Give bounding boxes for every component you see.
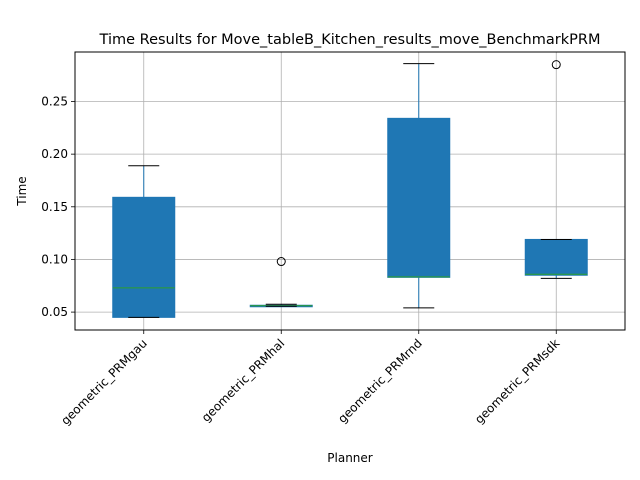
iqr-box [387,117,451,278]
box-geometric_PRMsdk [524,60,588,279]
chart-title: Time Results for Move_tableB_Kitchen_res… [99,32,601,48]
y-axis: 0.05 0.10 0.15 0.20 0.25 [41,94,75,319]
iqr-box [524,238,588,276]
x-tick-label: geometric_PRMsdk [472,336,562,426]
x-axis-label: Planner [327,451,373,465]
x-tick-label: geometric_PRMrnd [335,336,425,426]
box-series [112,60,588,318]
y-tick-label: 0.10 [41,252,68,266]
iqr-box [112,196,176,318]
box-geometric_PRMhal [249,257,313,308]
box-geometric_PRMgau [112,165,176,318]
y-tick-label: 0.05 [41,305,68,319]
y-tick-label: 0.15 [41,200,68,214]
x-tick-label: geometric_PRMgau [58,336,150,428]
x-tick-label: geometric_PRMhal [199,336,288,425]
x-axis: geometric_PRMgau geometric_PRMhal geometri… [58,330,562,428]
y-axis-label: Time [15,176,29,206]
outlier-point [551,60,561,70]
box-geometric_PRMrnd [387,63,451,309]
plot-frame [74,51,626,331]
outlier-point [276,257,286,267]
y-tick-label: 0.20 [41,147,68,161]
y-tick-label: 0.25 [41,94,68,108]
